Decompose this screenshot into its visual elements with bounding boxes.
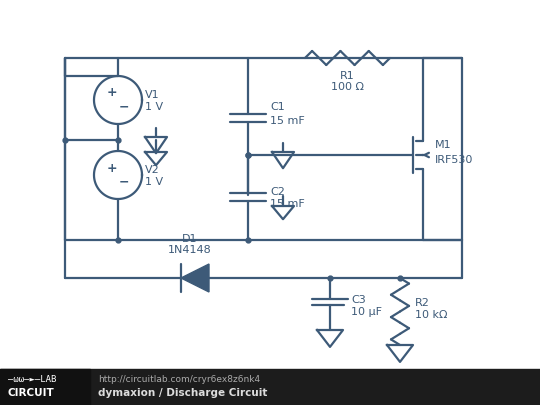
Text: http://circuitlab.com/cryr6ex8z6nk4: http://circuitlab.com/cryr6ex8z6nk4	[98, 375, 260, 384]
Text: V2: V2	[145, 165, 160, 175]
Text: 15 mF: 15 mF	[270, 199, 305, 209]
Text: −: −	[119, 175, 129, 188]
Text: M1: M1	[435, 140, 451, 150]
Text: CIRCUIT: CIRCUIT	[8, 388, 55, 398]
Text: +: +	[107, 162, 117, 175]
Text: D1: D1	[183, 234, 198, 244]
Text: 1 V: 1 V	[145, 102, 163, 112]
Text: dymaxion / Discharge Circuit: dymaxion / Discharge Circuit	[98, 388, 267, 398]
Text: C2: C2	[270, 187, 285, 197]
Text: –ωω–►–LAB: –ωω–►–LAB	[8, 375, 56, 384]
Text: IRF530: IRF530	[435, 155, 474, 165]
Text: C3: C3	[351, 295, 366, 305]
Text: 1N4148: 1N4148	[168, 245, 212, 255]
Text: 10 μF: 10 μF	[351, 307, 382, 317]
Text: 15 mF: 15 mF	[270, 116, 305, 126]
Text: +: +	[107, 87, 117, 100]
Text: 1 V: 1 V	[145, 177, 163, 187]
Bar	[0, 369, 540, 405]
Text: −: −	[119, 100, 129, 113]
Text: 10 kΩ: 10 kΩ	[415, 311, 448, 320]
Text: V1: V1	[145, 90, 160, 100]
Text: C1: C1	[270, 102, 285, 112]
Polygon shape	[181, 264, 209, 292]
Text: R2: R2	[415, 298, 430, 309]
Text: R1: R1	[340, 71, 355, 81]
Text: 100 Ω: 100 Ω	[331, 82, 364, 92]
Bar	[0, 369, 90, 405]
